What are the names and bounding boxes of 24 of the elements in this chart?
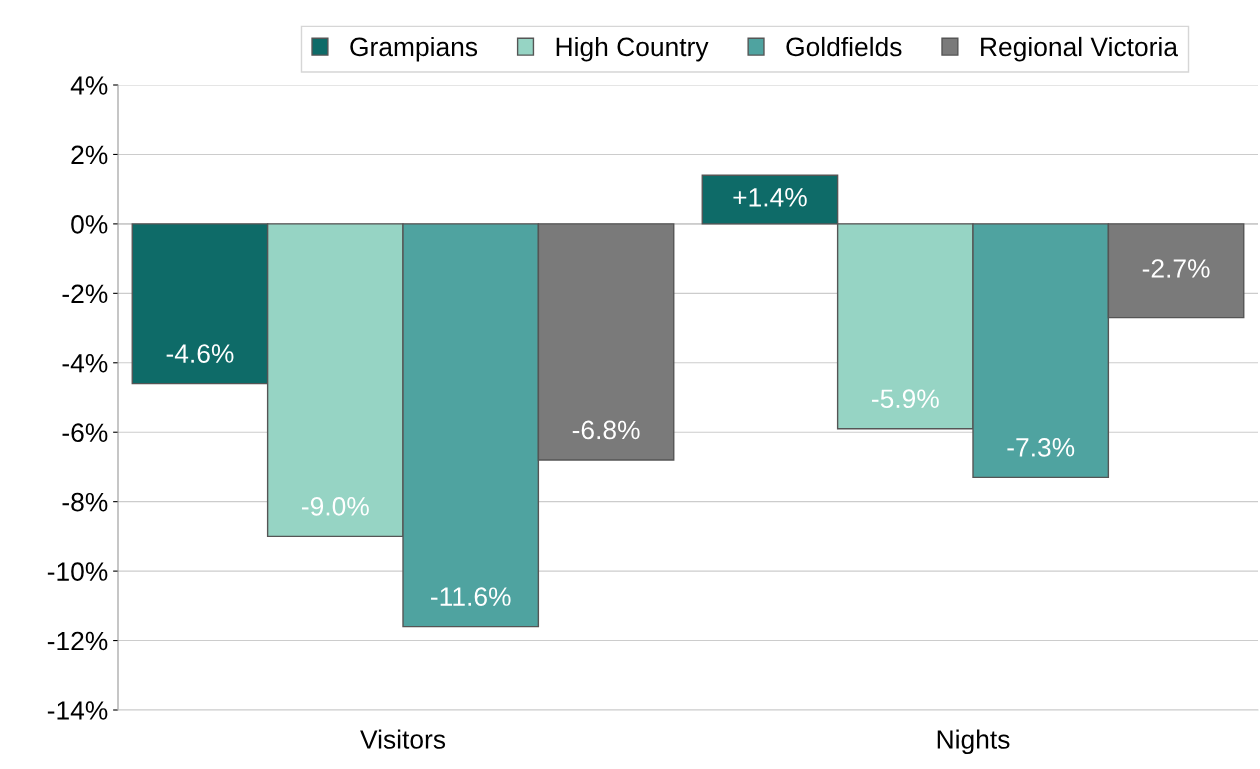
legend-label: High Country bbox=[556, 36, 709, 62]
y-tick-label: 0% bbox=[71, 215, 108, 234]
y-tick-label: -12% bbox=[47, 631, 108, 651]
data-label: -7.3% bbox=[1007, 437, 1075, 457]
data-label: -9.0% bbox=[302, 497, 369, 516]
data-label: -4.6% bbox=[166, 344, 234, 363]
y-tick-label: -10% bbox=[47, 562, 108, 581]
legend-label: Regional Victoria bbox=[981, 36, 1178, 62]
y-tick-label: -2% bbox=[62, 284, 108, 304]
legend-label: Grampians bbox=[350, 36, 478, 62]
y-tick-label: -8% bbox=[62, 492, 108, 512]
x-tick-label: Visitors bbox=[360, 729, 446, 749]
y-tick-label: -14% bbox=[47, 701, 108, 720]
x-tick-label: Nights bbox=[937, 729, 1010, 755]
data-label: -5.9% bbox=[872, 389, 939, 409]
data-label: -6.8% bbox=[572, 420, 640, 440]
data-label: -11.6% bbox=[431, 587, 511, 606]
y-tick-label: 4% bbox=[70, 76, 108, 95]
y-tick-label: -4% bbox=[62, 354, 108, 373]
y-tick-label: -6% bbox=[62, 423, 108, 443]
data-label: +1.4% bbox=[733, 188, 807, 207]
data-label: -2.7% bbox=[1142, 259, 1210, 278]
legend-label: Goldfields bbox=[786, 36, 902, 57]
y-tick-label: 2% bbox=[71, 145, 108, 165]
